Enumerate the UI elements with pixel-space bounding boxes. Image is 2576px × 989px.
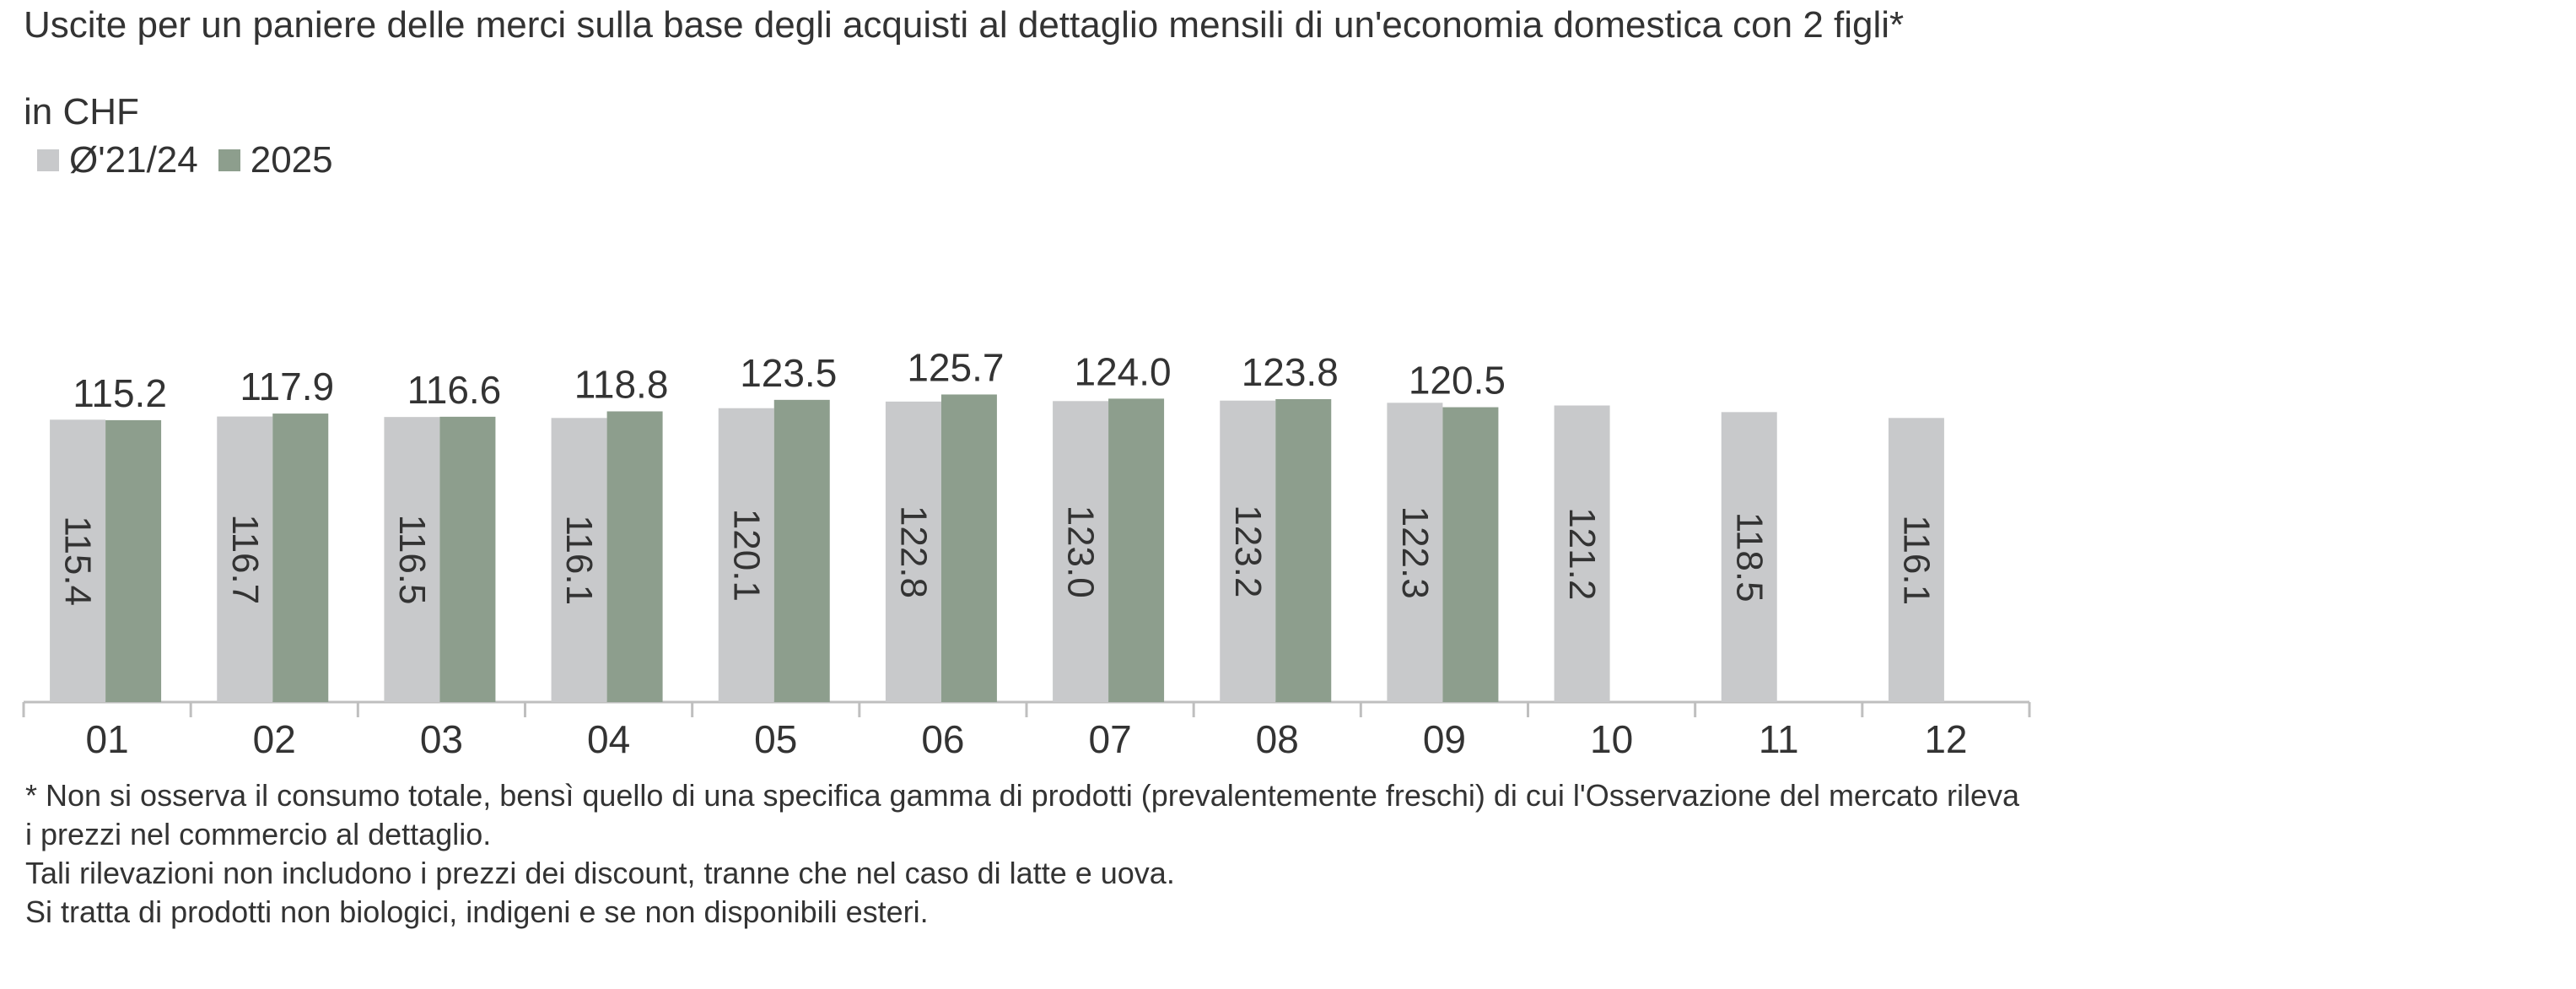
data-label-avg: 118.5: [1728, 512, 1770, 603]
legend-swatch-avg: [37, 149, 59, 171]
legend-swatch-2025: [218, 149, 240, 171]
bar-2025: [940, 394, 997, 702]
bar-avg: [1554, 405, 1610, 702]
bar-avg: [1721, 412, 1777, 702]
bar-avg: [1053, 401, 1109, 702]
x-tick-label: 12: [1924, 717, 1967, 759]
data-label-avg: 116.7: [224, 514, 266, 604]
bar-avg: [551, 418, 607, 702]
bar-avg: [384, 417, 440, 702]
x-tick-label: 04: [587, 717, 630, 759]
x-tick-label: 05: [754, 717, 797, 759]
data-label-avg: 123.0: [1060, 505, 1102, 598]
data-label-2025: 115.2: [73, 371, 167, 415]
bar-avg: [1888, 418, 1944, 702]
footnote-line-1: * Non si osserva il consumo totale, bens…: [25, 778, 2020, 851]
data-label-2025: 124.0: [1075, 349, 1172, 393]
data-label-2025: 125.7: [907, 345, 1004, 389]
bar-avg: [50, 419, 106, 702]
bar-avg: [885, 401, 941, 702]
bar-avg: [1387, 403, 1443, 702]
bar-2025: [105, 419, 162, 702]
bar-avg: [1220, 400, 1276, 702]
footnote-line-2: Tali rilevazioni non includono i prezzi …: [25, 856, 1175, 890]
x-tick-label: 01: [85, 717, 128, 759]
bar-2025: [439, 416, 496, 702]
data-label-avg: 120.1: [725, 509, 767, 602]
legend-label-2025: 2025: [250, 139, 333, 181]
data-label-2025: 117.9: [240, 365, 334, 408]
data-label-avg: 122.8: [892, 505, 934, 598]
data-label-avg: 123.2: [1227, 505, 1269, 597]
footnote-line-3: Si tratta di prodotti non biologici, ind…: [25, 894, 929, 929]
data-label-avg: 115.4: [57, 516, 99, 606]
x-tick-label: 03: [420, 717, 463, 759]
bar-2025: [606, 411, 663, 702]
chart-subtitle: in CHF: [24, 91, 139, 132]
footnote: * Non si osserva il consumo totale, bens…: [25, 776, 2033, 932]
data-label-2025: 116.6: [407, 368, 502, 412]
bar-2025: [272, 413, 329, 702]
bar-2025: [1108, 398, 1165, 702]
bar-2025: [773, 399, 830, 702]
data-label-avg: 116.5: [391, 515, 433, 605]
legend-item-2025: 2025: [218, 137, 333, 184]
legend-item-avg: Ø'21/24: [37, 137, 198, 184]
x-tick-label: 02: [253, 717, 296, 759]
chart-legend: Ø'21/24 2025: [37, 137, 353, 184]
data-label-2025: 120.5: [1409, 359, 1506, 403]
x-tick-label: 06: [921, 717, 964, 759]
bar-2025: [1442, 407, 1499, 702]
data-label-avg: 121.2: [1561, 507, 1603, 600]
chart-title: Uscite per un paniere delle merci sulla …: [24, 4, 1905, 46]
bar-avg: [217, 416, 273, 702]
data-label-2025: 123.5: [740, 351, 837, 395]
x-tick-label: 09: [1423, 717, 1466, 759]
legend-label-avg: Ø'21/24: [69, 139, 198, 181]
x-tick-label: 10: [1590, 717, 1633, 759]
bar-chart: 01 115.4 115.2 02 116.7 117.9 03 116.5 116.6 04 11…: [22, 345, 2031, 759]
data-label-2025: 118.8: [574, 362, 669, 406]
data-label-avg: 122.3: [1394, 506, 1436, 599]
bar-2025: [1275, 398, 1332, 702]
x-tick-label: 11: [1759, 717, 1799, 759]
x-tick-label: 07: [1088, 717, 1131, 759]
x-tick-label: 08: [1256, 717, 1299, 759]
data-label-2025: 123.8: [1242, 350, 1339, 394]
data-label-avg: 116.1: [558, 515, 600, 605]
data-label-avg: 116.1: [1895, 515, 1937, 605]
bar-avg: [718, 408, 774, 702]
